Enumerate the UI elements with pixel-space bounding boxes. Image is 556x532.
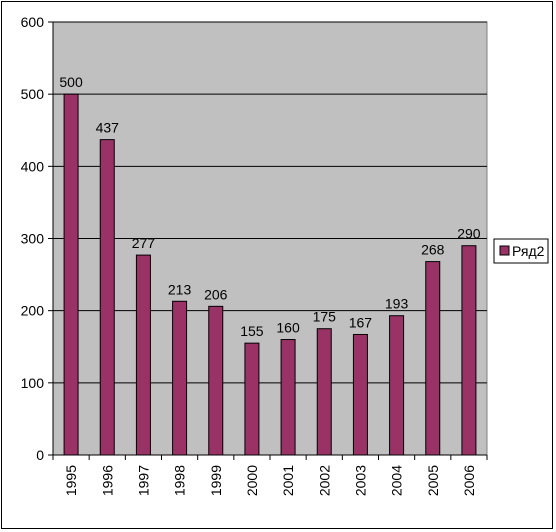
data-label: 213 (168, 281, 192, 297)
y-tick-label: 500 (21, 86, 45, 102)
bar (172, 300, 188, 456)
data-label: 193 (385, 296, 409, 312)
x-tick-label: 1995 (63, 465, 79, 496)
bar (389, 315, 405, 456)
legend-swatch (499, 245, 510, 256)
y-tick-label: 0 (36, 447, 44, 463)
bar (208, 305, 224, 456)
axes (48, 21, 488, 460)
y-tick-labels: 0 100 200 300 400 500 600 (21, 14, 45, 463)
y-tick-label: 600 (21, 14, 45, 30)
legend: Ряд2 (493, 238, 549, 264)
y-tick-label: 200 (21, 303, 45, 319)
x-tick-label: 1999 (208, 465, 224, 496)
bar (244, 342, 260, 456)
bar (280, 339, 296, 456)
data-label: 277 (132, 235, 156, 251)
bar (135, 254, 151, 456)
x-tick-label: 2003 (352, 465, 368, 496)
x-tick-label: 1996 (99, 465, 115, 496)
data-label: 500 (59, 74, 83, 90)
gridlines (53, 21, 487, 384)
data-label: 290 (457, 226, 481, 242)
data-label: 268 (421, 242, 445, 258)
x-tick-label: 2000 (244, 465, 260, 496)
x-tick-label: 1997 (135, 465, 151, 496)
bar (352, 333, 368, 456)
bar (461, 245, 477, 456)
data-labels: 500 437 277 213 206 155 160 175 167 193 268 290 (59, 74, 480, 339)
data-label: 167 (349, 314, 373, 330)
y-tick-label: 100 (21, 375, 45, 391)
x-tick-label: 2005 (425, 465, 441, 496)
bar (99, 139, 115, 456)
y-tick-label: 400 (21, 158, 45, 174)
x-tick-label: 2002 (316, 465, 332, 496)
bar (425, 261, 441, 456)
data-label: 206 (204, 286, 228, 302)
data-label: 175 (313, 309, 337, 325)
bar (316, 328, 332, 456)
x-tick-label: 1998 (172, 465, 188, 496)
data-label: 160 (276, 320, 300, 336)
legend-series-name: Ряд2 (512, 243, 545, 259)
x-tick-labels: 1995 1996 1997 1998 1999 2000 2001 2002 2003 2004… (63, 465, 477, 496)
data-label: 155 (240, 323, 264, 339)
data-label: 437 (96, 120, 120, 136)
x-tick-label: 2004 (389, 465, 405, 496)
x-tick-label: 2006 (461, 465, 477, 496)
bar (63, 93, 79, 456)
x-tick-label: 2001 (280, 465, 296, 496)
y-tick-label: 300 (21, 231, 45, 247)
bars (63, 93, 477, 456)
